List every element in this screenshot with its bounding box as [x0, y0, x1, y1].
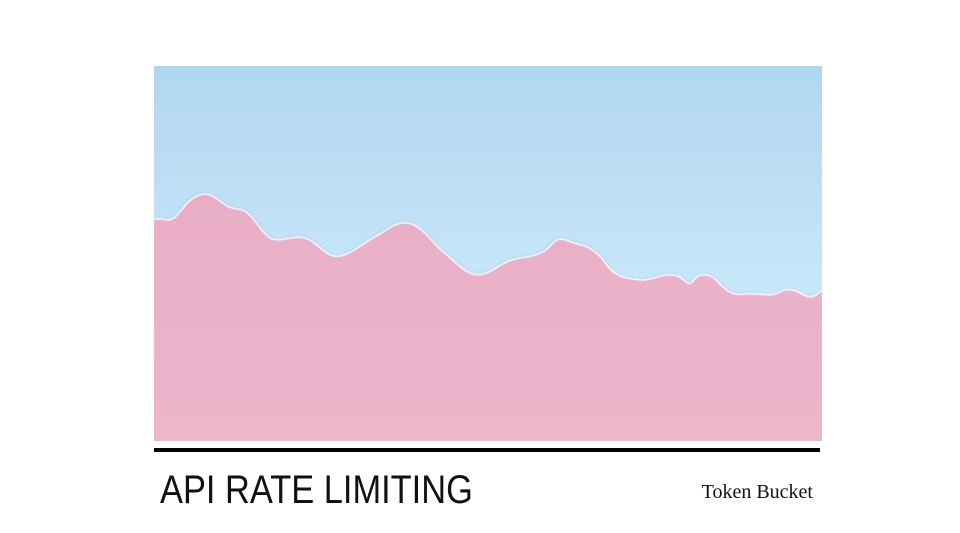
hero-illustration	[154, 66, 822, 441]
pink-liquid-layer	[154, 195, 822, 441]
slide-title: API RATE LIMITING	[160, 468, 473, 512]
divider-rule	[154, 448, 820, 452]
liquid-drip-artwork	[154, 66, 822, 441]
wave-highlight	[154, 193, 822, 298]
slide-subtitle: Token Bucket	[701, 481, 813, 503]
